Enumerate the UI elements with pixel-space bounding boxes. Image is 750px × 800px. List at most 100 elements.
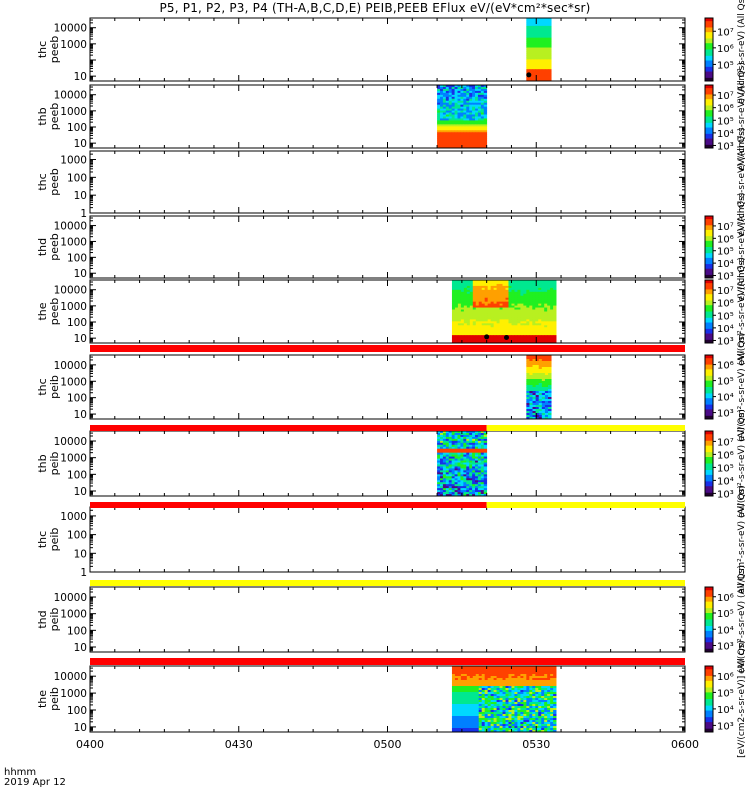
spectrogram-cell: [454, 444, 458, 448]
spectrogram-cell: [508, 331, 512, 334]
spectrogram-cell: [508, 289, 512, 293]
spectrogram-cell: [475, 464, 479, 467]
spectrogram-cell: [535, 700, 539, 703]
spectrogram-cell: [538, 417, 543, 420]
spectrogram-cell: [440, 484, 444, 487]
spectrogram-cell: [550, 280, 554, 283]
spectrogram-cell: [469, 476, 473, 479]
spectrogram-cell: [442, 462, 447, 465]
spectrogram-cell: [493, 327, 497, 330]
spectrogram-cell: [478, 690, 483, 693]
colorbar-swatch: [705, 396, 713, 399]
colorbar-swatch: [705, 487, 713, 490]
spectrogram-cell: [532, 69, 537, 72]
spectrogram-cell: [529, 367, 533, 370]
spectrogram-cell: [544, 361, 549, 364]
spectrogram-cell: [483, 464, 488, 467]
spectrogram-cell: [457, 146, 461, 149]
spectrogram-cell: [532, 18, 537, 21]
spectrogram-cell: [523, 688, 527, 691]
spectrogram-cell: [520, 666, 524, 669]
spectrogram-cell: [526, 379, 530, 382]
spectrogram-cell: [526, 389, 530, 392]
spectrogram-cell: [472, 132, 476, 135]
spectrogram-cell: [457, 432, 461, 436]
spectrogram-cell: [544, 45, 549, 48]
spectrogram-cell: [541, 339, 545, 342]
spectrogram-cell: [460, 108, 464, 111]
spectrogram-cell: [463, 88, 467, 92]
spectrogram-cell: [484, 704, 489, 707]
spectrogram-cell: [544, 25, 549, 29]
spectrogram-cell: [478, 313, 483, 316]
spectrogram-cell: [550, 301, 554, 305]
spectrogram-cell: [480, 436, 485, 440]
spectrogram-cell: [466, 283, 471, 287]
spectrogram-cell: [538, 293, 542, 297]
panel-label: thc peib: [36, 528, 61, 552]
colorbar-swatch: [705, 40, 713, 43]
spectrogram-cell: [496, 682, 500, 685]
spectrogram-cell: [526, 55, 530, 58]
spectrogram-cell: [511, 698, 515, 701]
spectrogram-cell: [529, 389, 533, 392]
spectrogram-cell: [451, 692, 456, 695]
spectrogram-cell: [469, 102, 473, 106]
spectrogram-cell: [440, 488, 444, 491]
spectrogram-cell: [547, 674, 551, 677]
spectrogram-cell: [517, 337, 521, 340]
panel-label: thd peeb: [36, 233, 61, 261]
spectrogram-cell: [520, 672, 524, 675]
colorbar-swatch: [705, 25, 713, 28]
spectrogram-cell: [469, 92, 473, 96]
spectrogram-cell: [529, 285, 533, 289]
spectrogram-cell: [541, 359, 546, 362]
spectrogram-cell: [460, 325, 465, 328]
spectrogram-cell: [541, 369, 546, 372]
spectrogram-cell: [475, 136, 479, 139]
spectrogram-cell: [437, 462, 441, 465]
spectrogram-cell: [490, 329, 494, 332]
spectrogram-cell: [535, 389, 540, 392]
spectrogram-cell: [493, 293, 497, 297]
spectrogram-cell: [478, 668, 483, 671]
spectrogram-cell: [550, 686, 554, 689]
x-tick-label: 0600: [671, 738, 699, 751]
spectrogram-cell: [480, 446, 485, 450]
spectrogram-cell: [502, 684, 506, 687]
spectrogram-cell: [532, 409, 537, 412]
spectrogram-cell: [466, 136, 470, 139]
spectrogram-cell: [505, 690, 509, 693]
colorbar-swatch: [705, 390, 713, 393]
spectrogram-cell: [517, 289, 521, 293]
spectrogram-cell: [475, 126, 479, 129]
spectrogram-cell: [451, 478, 455, 481]
spectrogram-cell: [535, 365, 540, 368]
spectrogram-cell: [547, 702, 551, 705]
spectrogram-cell: [490, 293, 494, 297]
spectrogram-cell: [454, 488, 458, 491]
spectrogram-cell: [466, 305, 471, 308]
spectrogram-cell: [526, 59, 530, 62]
spectrogram-cell: [544, 385, 549, 388]
spectrogram-cell: [505, 291, 509, 295]
spectrogram-cell: [517, 307, 521, 310]
spectrogram-cell: [547, 670, 551, 673]
spectrogram-cell: [553, 678, 557, 681]
colorbar-swatch: [705, 289, 713, 292]
spectrogram-cell: [475, 291, 480, 295]
spectrogram-cell: [457, 333, 462, 336]
spectrogram-cell: [490, 674, 494, 677]
spectrogram-cell: [547, 297, 551, 301]
spectrogram-cell: [538, 289, 542, 293]
spectrogram-cell: [466, 450, 470, 454]
spectrogram-cell: [440, 85, 444, 88]
spectrogram-cell: [544, 18, 549, 21]
spectrogram-cell: [472, 118, 476, 121]
spectrogram-cell: [457, 122, 461, 125]
spectrogram-cell: [475, 146, 479, 149]
spectrogram-cell: [526, 79, 530, 82]
spectrogram-cell: [469, 486, 473, 489]
spectrogram-cell: [526, 369, 530, 372]
